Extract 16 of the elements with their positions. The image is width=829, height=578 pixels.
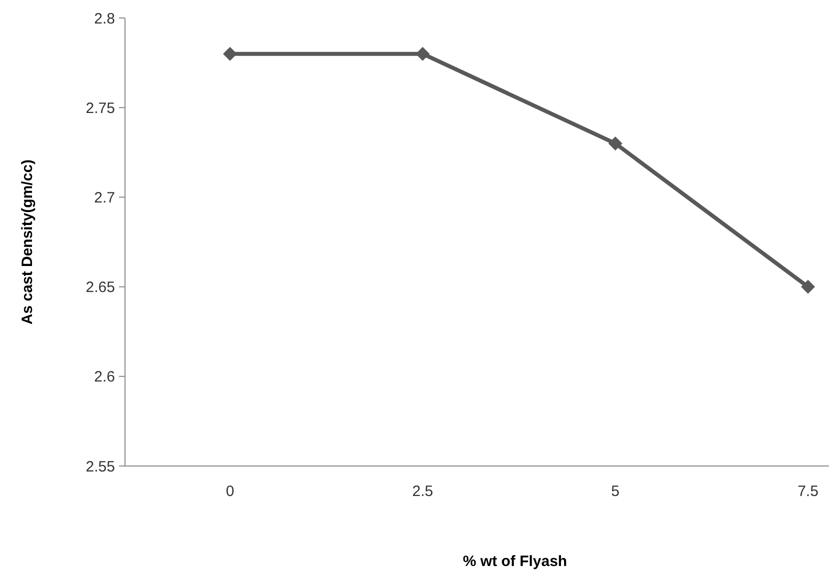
- x-tick-label: 5: [611, 483, 620, 500]
- x-axis-title: % wt of Flyash: [462, 553, 568, 570]
- y-tick-label: 2.65: [86, 279, 115, 296]
- y-tick-label: 2.8: [94, 10, 115, 28]
- point: [416, 46, 430, 61]
- y-tick-label: 2.75: [86, 100, 115, 117]
- point: [223, 46, 237, 61]
- point: [608, 136, 622, 150]
- x-tick-label: 2.5: [412, 483, 434, 500]
- y-axis-title: As cast Density(gm/cc): [19, 159, 36, 325]
- x-tick-label: 0: [226, 483, 234, 500]
- y-tick-label: 2.55: [86, 458, 115, 476]
- y-tick-label: 2.6: [94, 368, 115, 386]
- x-tick-label: 7.5: [798, 483, 818, 500]
- y-tick-label: 2.7: [94, 189, 115, 206]
- point: [801, 280, 815, 294]
